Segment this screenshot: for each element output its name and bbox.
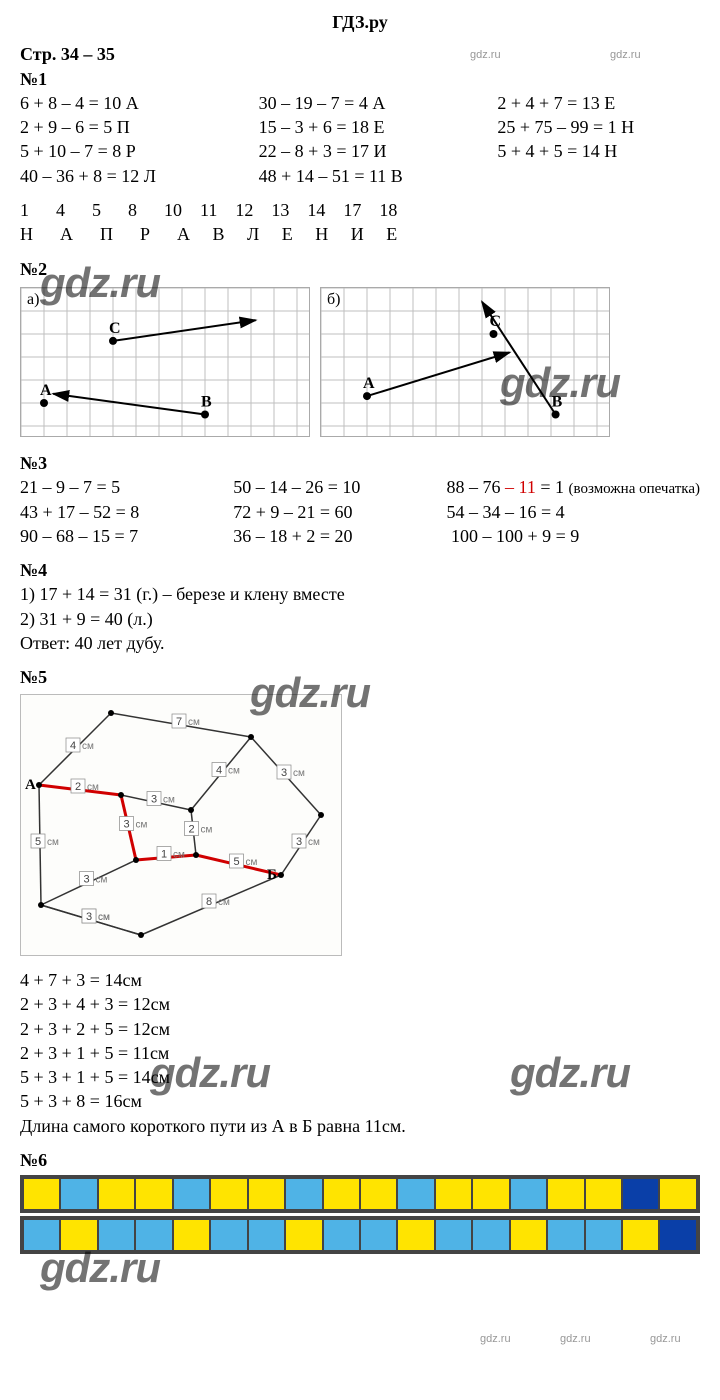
svg-text:C: C	[109, 320, 121, 337]
n5-sums: 4 + 7 + 3 = 14см2 + 3 + 4 + 3 = 12см2 + …	[20, 968, 700, 1114]
svg-text:3: 3	[281, 767, 287, 779]
n1-col3: 2 + 4 + 7 = 13 Е 25 + 75 – 99 = 1 Н 5 + …	[497, 91, 700, 188]
n5-conclusion: Длина самого короткого пути из А в Б рав…	[20, 1114, 700, 1138]
n4-line2: 2) 31 + 9 = 40 (л.)	[20, 607, 700, 631]
n6-row2	[20, 1216, 700, 1254]
n3-col2: 50 – 14 – 26 = 10 72 + 9 – 21 = 60 36 – …	[233, 475, 410, 548]
n4-title: №4	[20, 558, 700, 582]
n2-panel-a: а) A B C	[20, 287, 310, 437]
n1-col1: 6 + 8 – 4 = 10 А 2 + 9 – 6 = 5 П 5 + 10 …	[20, 91, 223, 188]
n5-figure: 4 см 7 см 3 см 3 см 8 см 3 см 5 см 2 см 3 см 4 см 3 см 1 см 2 см 5…	[20, 694, 342, 956]
watermark-small-icon: gdz.ru	[560, 1332, 591, 1347]
svg-text:см: см	[163, 794, 175, 805]
svg-text:см: см	[188, 717, 200, 728]
svg-text:см: см	[201, 824, 213, 835]
svg-text:3: 3	[124, 818, 130, 830]
n1-title: №1	[20, 67, 700, 91]
watermark-small-icon: gdz.ru	[480, 1332, 511, 1347]
site-title: ГДЗ.ру	[20, 10, 700, 34]
svg-text:7: 7	[176, 716, 182, 728]
n2-panel-b: б) A B C	[320, 287, 610, 437]
svg-text:5: 5	[35, 836, 41, 848]
svg-text:см: см	[82, 741, 94, 752]
n2-title: №2	[20, 257, 700, 281]
n4-answer: Ответ: 40 лет дубу.	[20, 631, 700, 655]
n1-letters: Н А П Р А В Л Е Н И Е	[20, 222, 700, 246]
section-4: №4 1) 17 + 14 = 31 (г.) – березе и клену…	[20, 558, 700, 655]
n4-line1: 1) 17 + 14 = 31 (г.) – березе и клену вм…	[20, 582, 700, 606]
svg-text:A: A	[40, 382, 52, 399]
svg-text:C: C	[490, 313, 502, 330]
svg-text:б): б)	[327, 291, 340, 308]
svg-text:3: 3	[86, 911, 92, 923]
svg-text:см: см	[47, 837, 59, 848]
svg-text:1: 1	[161, 848, 167, 860]
watermark-small-icon: gdz.ru	[650, 1332, 681, 1347]
svg-text:см: см	[98, 912, 110, 923]
n6-row1	[20, 1175, 700, 1213]
section-2: №2 а) A B C б) A B C	[20, 257, 700, 437]
svg-text:см: см	[246, 857, 258, 868]
svg-text:см: см	[136, 819, 148, 830]
svg-text:B: B	[201, 393, 212, 410]
svg-text:3: 3	[296, 836, 302, 848]
n5-title: №5	[20, 665, 700, 689]
n3-title: №3	[20, 451, 700, 475]
svg-text:5: 5	[234, 856, 240, 868]
n6-title: №6	[20, 1148, 700, 1172]
svg-text:4: 4	[70, 740, 76, 752]
svg-text:см: см	[308, 837, 320, 848]
n1-nums: 1 4 5 8 10 11 12 13 14 17 18	[20, 198, 700, 222]
svg-text:8: 8	[206, 896, 212, 908]
svg-text:B: B	[552, 393, 563, 410]
svg-text:см: см	[87, 782, 99, 793]
svg-text:2: 2	[75, 781, 81, 793]
svg-text:см: см	[218, 897, 230, 908]
svg-text:4: 4	[216, 764, 222, 776]
svg-text:а): а)	[27, 291, 39, 308]
svg-text:3: 3	[151, 793, 157, 805]
svg-text:A: A	[363, 375, 375, 392]
svg-text:Б: Б	[267, 867, 277, 883]
svg-text:см: см	[228, 765, 240, 776]
page-range: Стр. 34 – 35	[20, 42, 700, 66]
svg-text:2: 2	[189, 823, 195, 835]
svg-text:см: см	[293, 768, 305, 779]
section-1: №1 6 + 8 – 4 = 10 А 2 + 9 – 6 = 5 П 5 + …	[20, 67, 700, 247]
section-5: №5 4 см 7 см 3 см 3 см 8 см 3 см 5 см 2 см 3 см 4 см 3 см 1 см 2…	[20, 665, 700, 1138]
svg-text:см: см	[96, 874, 108, 885]
svg-text:А: А	[25, 777, 36, 793]
n3-col3: 88 – 76 – 11 = 1 (возможна опечатка)54 –…	[447, 475, 701, 548]
svg-text:см: см	[173, 849, 185, 860]
section-3: №3 21 – 9 – 7 = 5 43 + 17 – 52 = 8 90 – …	[20, 451, 700, 548]
section-6: №6	[20, 1148, 700, 1254]
n3-col1: 21 – 9 – 7 = 5 43 + 17 – 52 = 8 90 – 68 …	[20, 475, 197, 548]
svg-text:3: 3	[84, 873, 90, 885]
n1-col2: 30 – 19 – 7 = 4 А 15 – 3 + 6 = 18 Е 22 –…	[259, 91, 462, 188]
